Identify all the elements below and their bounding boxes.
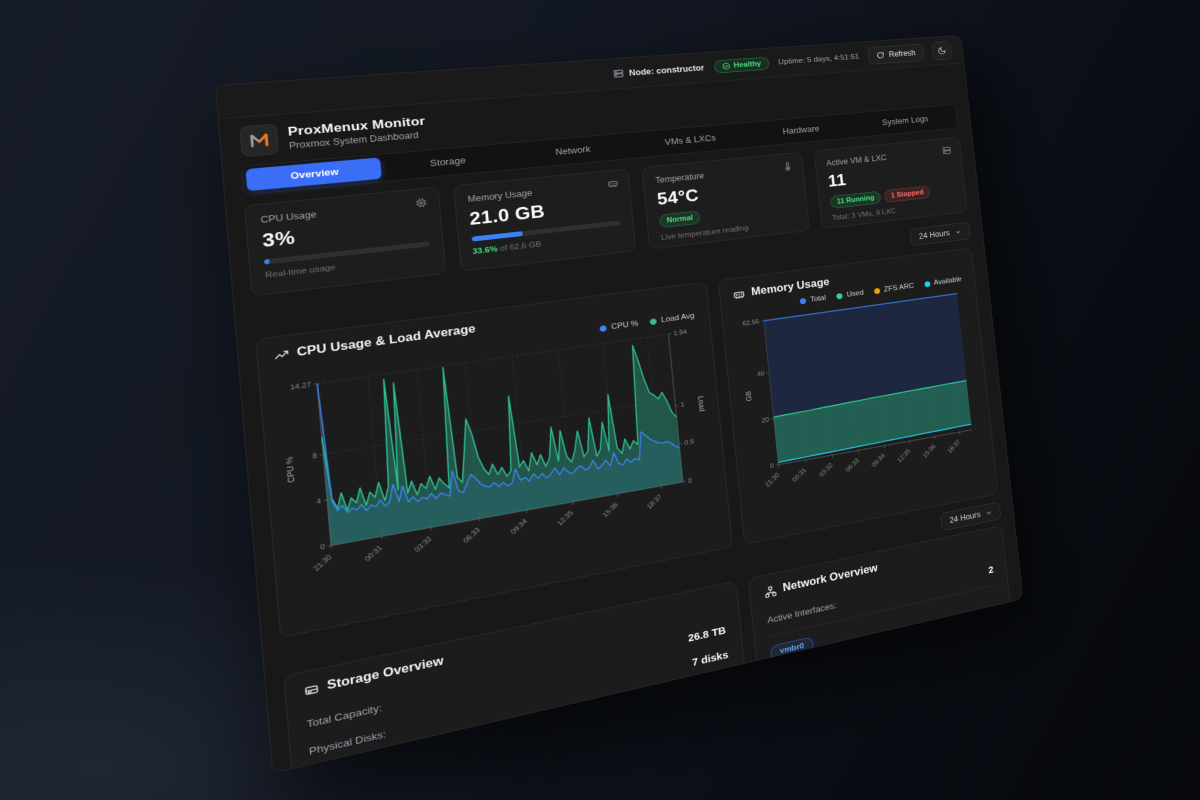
memory-chart: 0 20 40 62.56 21:30 00:31 03:32 06:33 09:34 12:35…: [742, 284, 983, 488]
svg-text:Load: Load: [696, 395, 706, 412]
svg-text:21:30: 21:30: [312, 553, 334, 572]
network-interfaces-value: 2: [987, 564, 995, 576]
memory-chart-card: Memory Usage Total Used ZFS ARC Availabl…: [717, 247, 999, 545]
svg-text:15:36: 15:36: [921, 443, 937, 459]
storage-capacity-label: Total Capacity:: [306, 701, 383, 730]
svg-text:09:34: 09:34: [870, 452, 886, 469]
svg-text:03:32: 03:32: [818, 461, 835, 478]
memory-usage-card: Memory Usage 21.0 GB 33.6% of 62.6 GB: [452, 168, 637, 272]
cpu-progress-fill: [263, 258, 270, 265]
cpu-load-chart: 0 4 8 14.27 0 0.5 1 1.94 21:30 00:31 03:32 06:33 09:…: [284, 328, 707, 572]
storage-disks-value: 7 disks: [691, 649, 729, 669]
svg-text:20: 20: [761, 416, 770, 424]
svg-text:1.94: 1.94: [673, 328, 688, 337]
logo-m-icon: [247, 130, 272, 151]
legend-dot-cpu: [599, 324, 608, 332]
svg-text:1: 1: [680, 401, 685, 409]
svg-text:0: 0: [770, 462, 775, 470]
legend-dot-total: [799, 297, 807, 305]
thermometer-icon: [782, 161, 793, 172]
trending-up-icon: [274, 350, 289, 359]
tab-hardware[interactable]: Hardware: [782, 124, 820, 137]
svg-text:21:30: 21:30: [764, 471, 782, 488]
svg-text:8: 8: [312, 452, 318, 461]
memory-icon: [607, 178, 619, 189]
network-icon: [764, 584, 777, 598]
svg-text:00:31: 00:31: [363, 544, 385, 563]
time-range-select[interactable]: 24 Hours: [909, 221, 971, 247]
cpu-usage-card: CPU Usage 3% Real-time usage: [244, 186, 446, 297]
chevron-down-icon: [985, 508, 993, 516]
dashboard-window: Node: constructor Healthy Uptime: 5 days…: [215, 34, 1024, 774]
svg-text:18:37: 18:37: [946, 438, 962, 454]
proxmenux-logo: [239, 123, 280, 158]
legend-dot-load: [649, 317, 658, 325]
legend-dot-used: [836, 292, 843, 300]
tab-storage[interactable]: Storage: [429, 155, 467, 169]
uptime-label: Uptime: 5 days, 4:51:51: [777, 52, 860, 66]
temperature-status-badge: Normal: [658, 210, 701, 229]
memory-total-label: of 62.6 GB: [497, 240, 542, 254]
svg-text:03:32: 03:32: [413, 535, 434, 554]
svg-text:06:33: 06:33: [462, 526, 483, 545]
svg-text:0.5: 0.5: [684, 438, 695, 447]
network-time-range-value: 24 Hours: [949, 509, 981, 525]
tab-vms-lxcs[interactable]: VMs & LXCs: [664, 133, 717, 147]
tab-network[interactable]: Network: [555, 144, 591, 157]
active-vm-card: Active VM & LXC 11 11 Running 1 Stopped T…: [813, 136, 968, 230]
svg-text:09:34: 09:34: [509, 517, 529, 535]
cpu-chart-header: CPU Usage & Load Average: [273, 294, 695, 362]
svg-text:14.27: 14.27: [290, 381, 312, 392]
svg-text:15:36: 15:36: [601, 501, 620, 519]
svg-text:12:35: 12:35: [896, 447, 912, 463]
hard-drive-icon: [303, 682, 319, 698]
node-indicator: Node: constructor: [612, 62, 705, 79]
refresh-button[interactable]: Refresh: [867, 43, 925, 65]
svg-text:GB: GB: [744, 390, 753, 401]
network-card-title: Network Overview: [782, 562, 879, 594]
memory-percent-label: 33.6%: [472, 245, 498, 257]
app-header: ProxMenux Monitor Proxmox System Dashboa…: [239, 112, 427, 158]
tab-overview[interactable]: Overview: [245, 157, 382, 192]
memory-icon: [732, 288, 745, 301]
time-range-value: 24 Hours: [918, 228, 951, 241]
health-badge: Healthy: [713, 56, 770, 74]
svg-text:62.56: 62.56: [742, 318, 760, 327]
svg-text:4: 4: [316, 497, 322, 506]
svg-text:00:31: 00:31: [791, 466, 808, 483]
tab-system-logs[interactable]: System Logs: [881, 114, 929, 128]
memory-progress-fill: [471, 231, 524, 242]
svg-text:0: 0: [688, 477, 693, 485]
svg-text:40: 40: [757, 370, 766, 378]
refresh-label: Refresh: [888, 48, 916, 59]
moon-icon: [937, 46, 947, 55]
legend-dot-zfs-arc: [873, 287, 881, 294]
network-interfaces-label: Active Interfaces:: [766, 599, 838, 626]
svg-text:CPU %: CPU %: [284, 456, 297, 483]
chevron-down-icon: [954, 228, 962, 236]
server-stack-icon: [942, 145, 952, 155]
cpu-icon: [414, 197, 427, 209]
temperature-card: Temperature 54°C Normal Live temperature…: [641, 151, 810, 250]
legend-dot-available: [923, 280, 931, 288]
refresh-icon: [876, 51, 885, 59]
storage-capacity-value: 26.8 TB: [687, 625, 727, 645]
header-text: ProxMenux Monitor Proxmox System Dashboa…: [287, 114, 426, 151]
vm-stopped-badge: 1 Stopped: [883, 185, 931, 203]
svg-text:0: 0: [320, 543, 326, 552]
vm-running-badge: 11 Running: [829, 190, 882, 209]
svg-text:06:33: 06:33: [844, 457, 861, 474]
server-icon: [612, 68, 624, 79]
svg-text:12:35: 12:35: [556, 509, 576, 527]
cpu-load-chart-card: CPU Usage & Load Average CPU % Load Avg …: [255, 281, 733, 638]
svg-text:18:37: 18:37: [645, 493, 664, 511]
storage-card-title: Storage Overview: [326, 654, 445, 693]
node-label: Node: constructor: [628, 62, 705, 78]
check-circle-icon: [721, 62, 730, 70]
health-label: Healthy: [733, 59, 762, 70]
theme-toggle-button[interactable]: [931, 40, 953, 61]
